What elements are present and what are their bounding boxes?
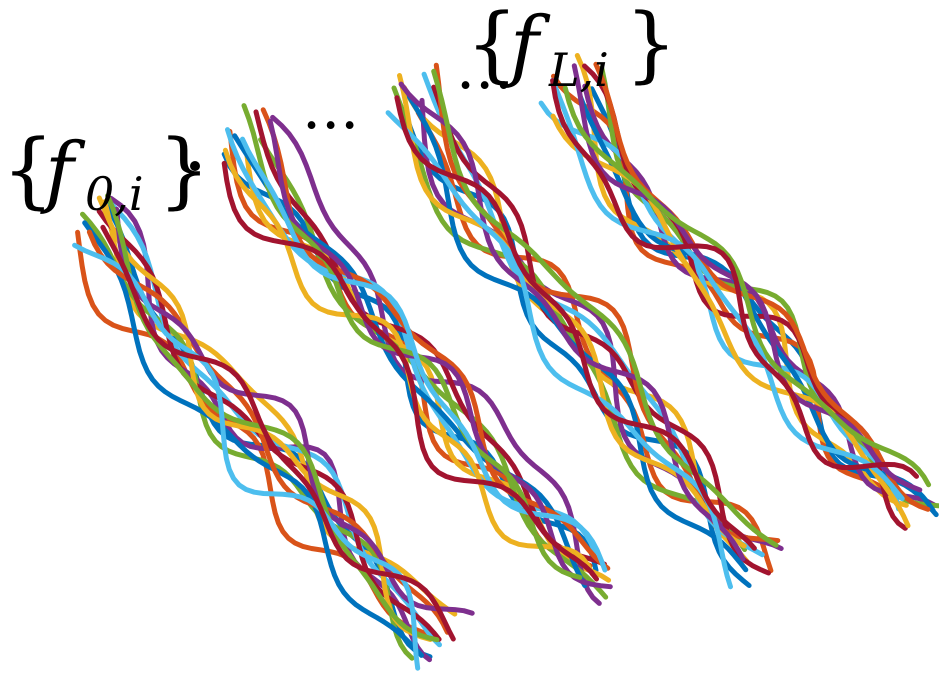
label-first-sub: 0,i: [85, 167, 144, 221]
group-2: [385, 62, 784, 590]
label-first-base: f: [40, 127, 86, 217]
period-dot: [190, 161, 200, 171]
function-curve: [102, 199, 458, 617]
group-1: [221, 103, 613, 606]
label-last-set: { f L,i }: [466, 0, 677, 97]
brace-close-last: }: [625, 0, 677, 92]
function-curve: [114, 206, 475, 616]
label-last-base: f: [505, 1, 551, 91]
group-L: [538, 53, 939, 531]
function-curve: [270, 114, 602, 606]
function-curve: [394, 95, 757, 551]
label-first-set: { f 0,i }: [2, 123, 210, 221]
function-curve: [72, 242, 421, 671]
function-curve: [398, 81, 746, 562]
brace-open-last: {: [466, 0, 518, 92]
function-curve: [550, 77, 905, 502]
function-curve: [385, 110, 733, 590]
function-curve: [221, 160, 599, 582]
ellipsis-middle: ...: [302, 73, 359, 143]
function-curve: [100, 224, 456, 642]
function-curve: [571, 63, 923, 493]
function-curve: [431, 68, 779, 548]
function-curve: [562, 85, 932, 488]
curve-groups: [72, 53, 939, 671]
group-0: [72, 193, 475, 671]
brace-close-first: }: [158, 123, 210, 218]
function-curve: [82, 220, 424, 658]
function-curve: [431, 84, 771, 576]
ellipsis-before-last: ...: [456, 33, 513, 103]
function-curve: [391, 85, 748, 552]
function-curve: [550, 78, 919, 479]
label-last-sub: L,i: [548, 43, 609, 97]
brace-open-first: {: [2, 123, 54, 218]
